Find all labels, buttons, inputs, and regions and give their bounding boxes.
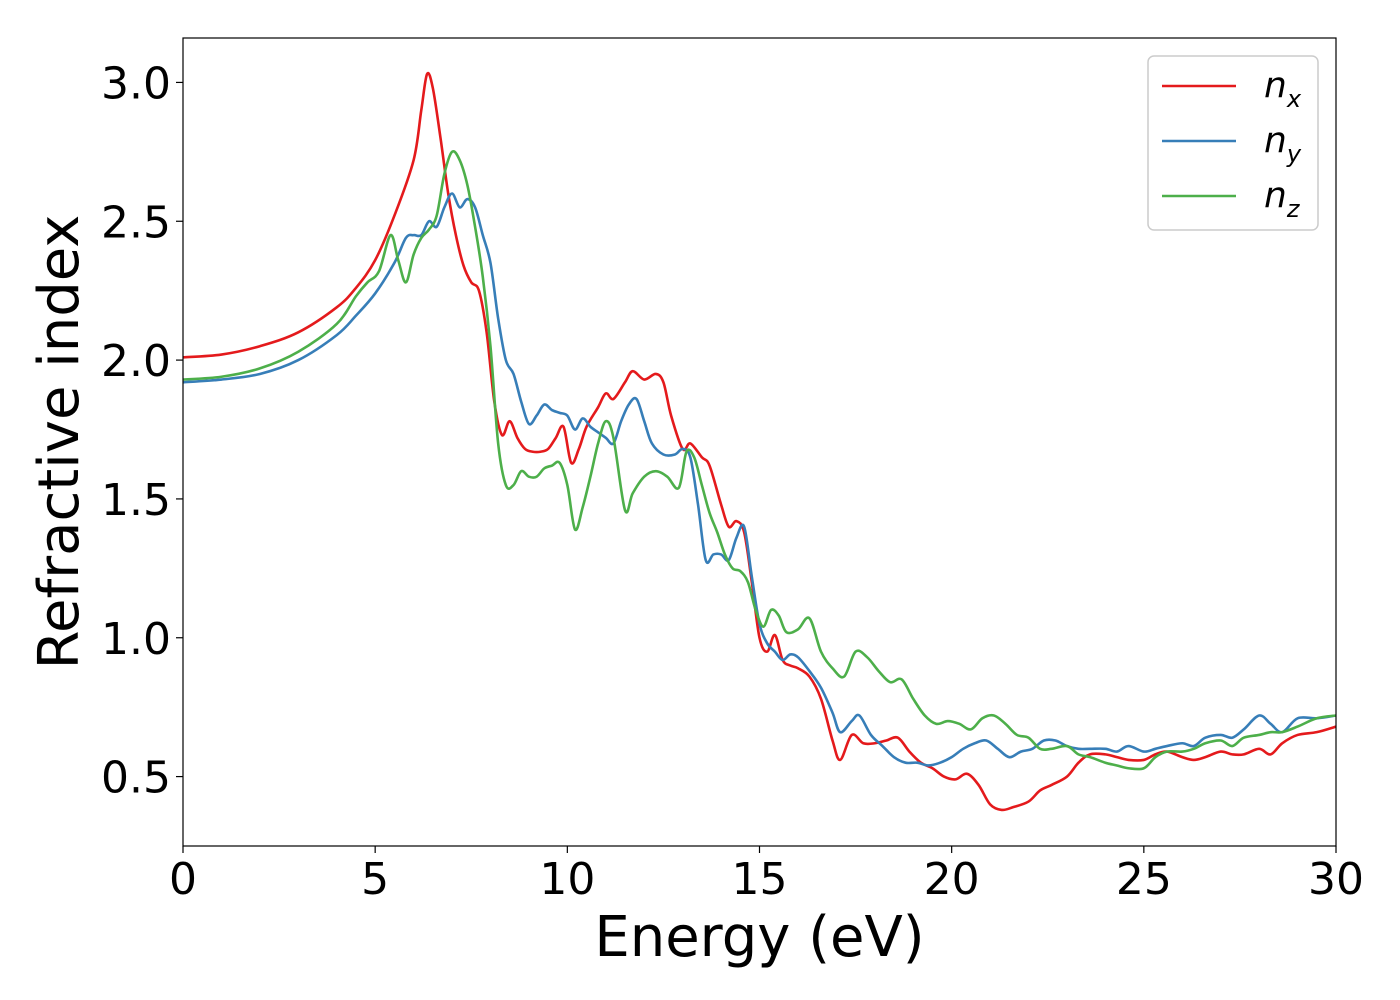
x-axis-ticks: 0 5 10 15 20 25 30 <box>169 846 1364 905</box>
y-tick-label: 2.0 <box>101 336 171 387</box>
series-line-nz <box>182 150 1337 771</box>
x-tick-label: 10 <box>539 854 595 905</box>
y-tick-label: 2.5 <box>101 197 171 248</box>
x-tick-label: 0 <box>169 854 197 905</box>
x-tick-label: 5 <box>361 854 389 905</box>
series-line-ny <box>182 192 1337 767</box>
series-layer <box>182 71 1337 812</box>
y-axis-title: Refractive index <box>27 215 92 670</box>
y-tick-label: 1.0 <box>101 614 171 665</box>
legend-box <box>1147 55 1319 231</box>
x-axis-title: Energy (eV) <box>594 905 924 970</box>
y-tick-label: 0.5 <box>101 753 171 804</box>
x-tick-label: 30 <box>1308 854 1364 905</box>
y-tick-label: 1.5 <box>101 475 171 526</box>
x-tick-label: 25 <box>1116 854 1172 905</box>
y-axis-ticks: 0.5 1.0 1.5 2.0 2.5 3.0 <box>101 58 183 804</box>
x-tick-label: 20 <box>924 854 980 905</box>
x-tick-label: 15 <box>732 854 788 905</box>
y-tick-label: 3.0 <box>101 58 171 109</box>
